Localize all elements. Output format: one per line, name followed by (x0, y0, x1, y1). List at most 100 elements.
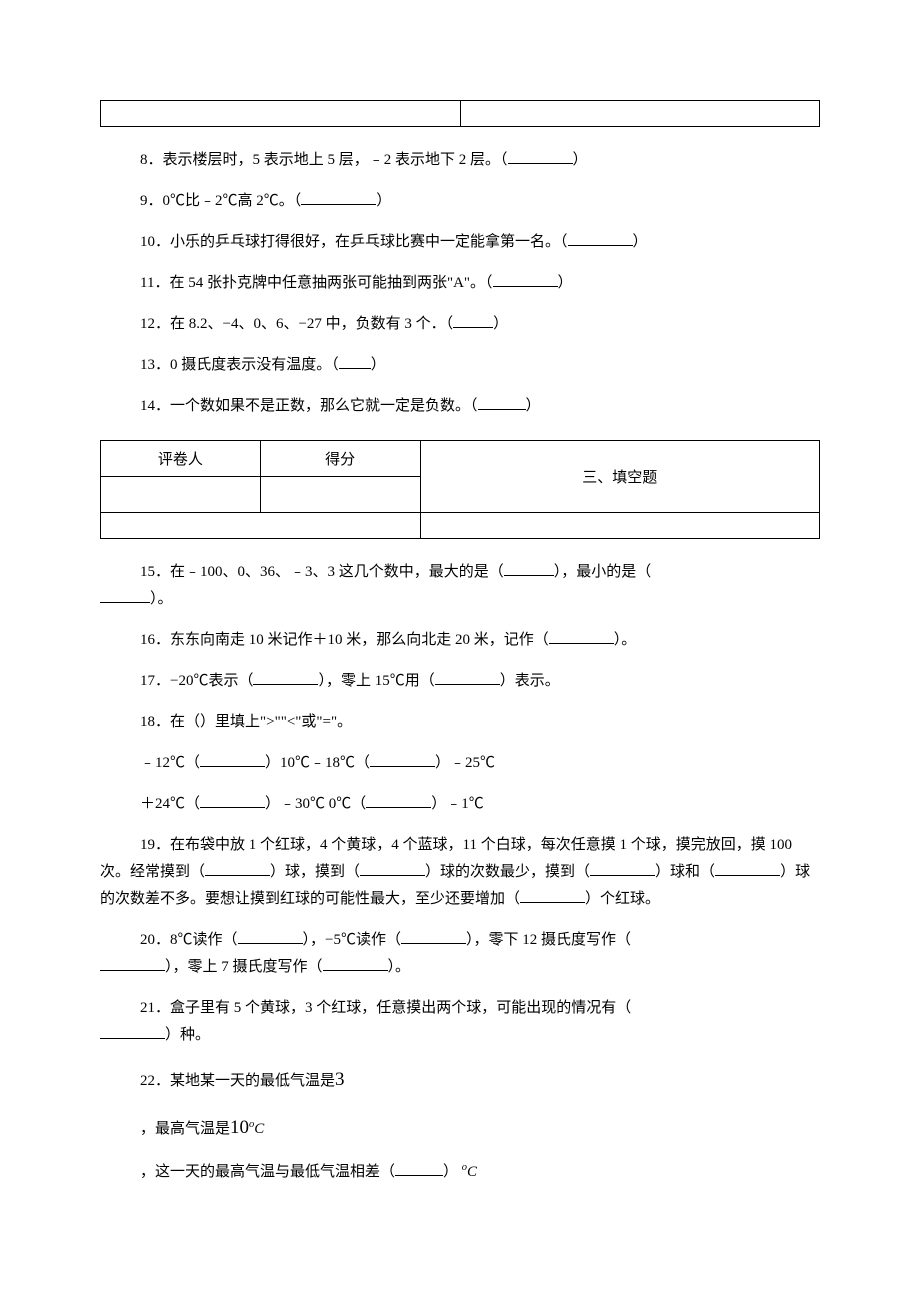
question-18-line1: ﹣12℃（ ）10℃﹣18℃（ ）﹣25℃ (140, 750, 820, 777)
q22-c-b: ） (443, 1164, 458, 1180)
q17-blank2 (435, 670, 500, 685)
q19-blank5 (520, 888, 585, 903)
question-9: 9．0℃比﹣2℃高 2℃。（ ） (140, 188, 820, 215)
q9-end: ） (376, 193, 391, 209)
q22-a: 22．某地某一天的最低气温是 (140, 1073, 335, 1089)
q19-f: ）个红球。 (585, 891, 660, 907)
question-18-line2: ＋24℃（ ）﹣30℃ 0℃（ ）﹣1℃ (140, 791, 820, 818)
q22-b-a: ，最高气温是 (140, 1121, 230, 1137)
q21-b: ）种。 (165, 1027, 210, 1043)
q17-a: 17．−20℃表示（ (140, 673, 253, 689)
section-title: 三、填空题 (420, 441, 819, 513)
question-16: 16．东东向南走 10 米记作＋10 米，那么向北走 20 米，记作（ ）。 (140, 627, 820, 654)
question-13: 13．0 摄氏度表示没有温度。（ ） (140, 352, 820, 379)
question-19: 19．在布袋中放 1 个红球，4 个黄球，4 个蓝球，11 个白球，每次任意摸 … (100, 832, 820, 913)
q21-a: 21．盒子里有 5 个黄球，3 个红球，任意摸出两个球，可能出现的情况有（ (140, 1000, 631, 1016)
q11-end: ） (558, 275, 573, 291)
q20-blank3 (100, 956, 165, 971)
score-cell (260, 477, 420, 513)
q19-d: ）球和（ (655, 864, 715, 880)
question-12: 12．在 8.2、−4、0、6、−27 中，负数有 3 个．（） (140, 311, 820, 338)
question-20: 20．8℃读作（），−5℃读作（），零下 12 摄氏度写作（），零上 7 摄氏度… (100, 927, 820, 981)
q16-b: ）。 (614, 632, 637, 648)
q12-blank (453, 313, 493, 328)
judge-cell (101, 477, 261, 513)
question-22-line2: ，最高气温是10oC (140, 1111, 820, 1145)
q13-end: ） (371, 357, 386, 373)
q17-b: ），零上 15℃用（ (318, 673, 434, 689)
question-14: 14．一个数如果不是正数，那么它就一定是负数。（） (140, 393, 820, 420)
score-header: 得分 (260, 441, 420, 477)
q13-blank (339, 354, 371, 369)
q15-b: ），最小的是（ (554, 564, 652, 580)
q20-blank4 (323, 956, 388, 971)
section-header-table: 评卷人 得分 三、填空题 (100, 440, 820, 539)
q15-c: ）。 (150, 591, 173, 607)
q8-end: ） (573, 152, 588, 168)
q9-blank (301, 190, 376, 205)
top-divider-table (100, 100, 820, 127)
q14-end: ） (526, 398, 541, 414)
q9-text: 9．0℃比﹣2℃高 2℃。（ (140, 193, 301, 209)
q20-e: ）。 (388, 959, 411, 975)
q16-a: 16．东东向南走 10 米记作＋10 米，那么向北走 20 米，记作（ (140, 632, 549, 648)
q18-l1-c: ）﹣25℃ (435, 755, 495, 771)
q10-end: ） (633, 234, 648, 250)
q18-l1-blank2 (370, 752, 435, 767)
q19-c: ）球的次数最少，摸到（ (425, 864, 590, 880)
q22-c-blank (395, 1161, 443, 1176)
q11-text: 11．在 54 张扑克牌中任意抽两张可能抽到两张"A"。（ (140, 275, 493, 291)
q18-l2-a: ＋24℃（ (140, 796, 200, 812)
q8-text: 8．表示楼层时，5 表示地上 5 层，﹣2 表示地下 2 层。（ (140, 152, 508, 168)
q19-blank4 (715, 861, 780, 876)
bottom-right-cell (420, 513, 819, 539)
q21-blank (100, 1024, 165, 1039)
question-15: 15．在﹣100、0、36、﹣3、3 这几个数中，最大的是（ ），最小的是（ ）。 (100, 559, 820, 613)
question-18: 18．在（）里填上">""<"或"="。 (140, 709, 820, 736)
q18-l1-a: ﹣12℃（ (140, 755, 200, 771)
q19-blank1 (205, 861, 270, 876)
question-22-line1: 22．某地某一天的最低气温是3 (140, 1063, 820, 1097)
q11-blank (493, 272, 558, 287)
q13-text: 13．0 摄氏度表示没有温度。（ (140, 357, 339, 373)
q14-blank (478, 395, 526, 410)
q20-d: ），零上 7 摄氏度写作（ (165, 959, 323, 975)
q18-l2-b: ）﹣30℃ 0℃（ (265, 796, 366, 812)
celsius-c-2: C (467, 1164, 477, 1180)
q10-text: 10．小乐的乒乓球打得很好，在乒乓球比赛中一定能拿第一名。（ (140, 234, 568, 250)
q16-blank (549, 629, 614, 644)
q22-b-num: 10 (230, 1117, 249, 1138)
celsius-c: C (254, 1121, 264, 1137)
q15-blank1 (504, 561, 554, 576)
q18-l1-b: ）10℃﹣18℃（ (265, 755, 370, 771)
q18-l2-blank1 (200, 793, 265, 808)
q19-blank2 (360, 861, 425, 876)
q18-l1-blank1 (200, 752, 265, 767)
q12-text: 12．在 8.2、−4、0、6、−27 中，负数有 3 个．（ (140, 316, 453, 332)
q17-c: ）表示。 (500, 673, 560, 689)
bottom-left-cell (101, 513, 421, 539)
q18-l2-blank2 (366, 793, 431, 808)
q22-a-num: 3 (335, 1069, 345, 1090)
question-17: 17．−20℃表示（ ），零上 15℃用（ ）表示。 (140, 668, 820, 695)
q15-a: 15．在﹣100、0、36、﹣3、3 这几个数中，最大的是（ (140, 564, 504, 580)
q10-blank (568, 231, 633, 246)
q15-blank2 (100, 588, 150, 603)
q20-c: ），零下 12 摄氏度写作（ (466, 932, 631, 948)
q18-l2-c: ）﹣1℃ (431, 796, 484, 812)
q22-c-unit: oC (462, 1164, 477, 1180)
question-8: 8．表示楼层时，5 表示地上 5 层，﹣2 表示地下 2 层。（ ） (140, 147, 820, 174)
question-22-line3: ，这一天的最高气温与最低气温相差（ ） oC (140, 1159, 820, 1186)
q18-text: 18．在（）里填上">""<"或"="。 (140, 714, 352, 730)
q22-b-unit: oC (249, 1121, 264, 1137)
top-cell-left (101, 101, 461, 127)
question-10: 10．小乐的乒乓球打得很好，在乒乓球比赛中一定能拿第一名。（ ） (140, 229, 820, 256)
q22-c-a: ，这一天的最高气温与最低气温相差（ (140, 1164, 395, 1180)
q20-b: ），−5℃读作（ (303, 932, 401, 948)
q19-b: ）球，摸到（ (270, 864, 360, 880)
q20-blank1 (238, 929, 303, 944)
question-21: 21．盒子里有 5 个黄球，3 个红球，任意摸出两个球，可能出现的情况有（ ）种。 (100, 995, 820, 1049)
q20-blank2 (401, 929, 466, 944)
q19-blank3 (590, 861, 655, 876)
q17-blank1 (253, 670, 318, 685)
